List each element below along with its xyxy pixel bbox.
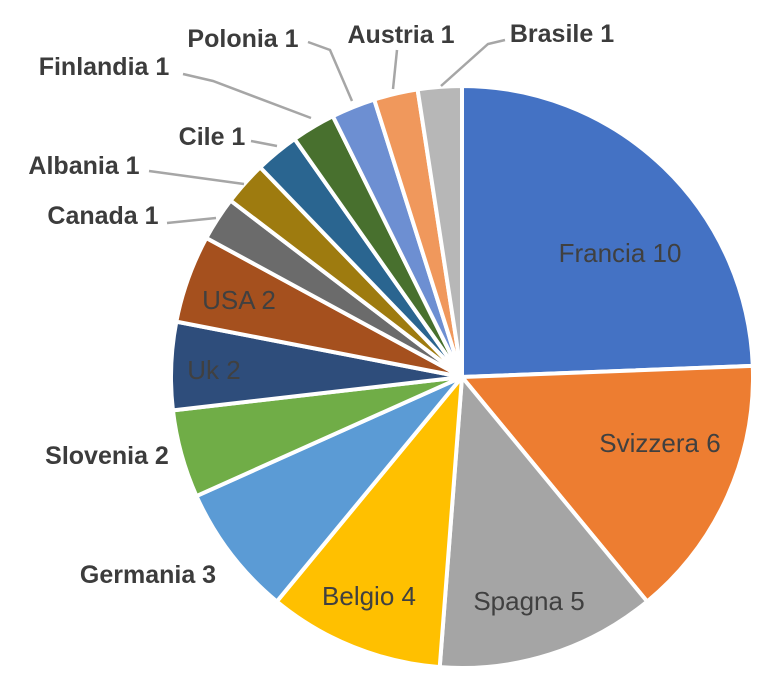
leader-lines-group — [148, 38, 506, 225]
slice-label-spagna: Spagna 5 — [473, 586, 584, 616]
slice-label-germania: Germania 3 — [80, 561, 216, 589]
slice-label-austria: Austria 1 — [348, 21, 455, 49]
slice-label-canada: Canada 1 — [47, 202, 158, 230]
pie-slice-belgio[interactable] — [274, 375, 464, 670]
leader-line-cile — [250, 139, 278, 148]
leader-line-canada — [166, 216, 217, 225]
leader-line-finlandia — [182, 72, 312, 120]
pie-slice-germania[interactable] — [194, 375, 464, 604]
slice-label-francia: Francia 10 — [559, 238, 682, 268]
slice-label-uk: Uk 2 — [187, 355, 240, 385]
leader-line-brasile — [440, 38, 506, 87]
pie-slice-spagna[interactable] — [437, 375, 650, 670]
slice-label-brasile: Brasile 1 — [510, 20, 614, 48]
slice-label-svizzera: Svizzera 6 — [599, 428, 720, 458]
slice-label-slovenia: Slovenia 2 — [45, 442, 169, 470]
slice-label-cile: Cile 1 — [179, 123, 246, 151]
pie-slice-svizzera[interactable] — [460, 363, 755, 604]
leader-line-albania — [148, 169, 245, 186]
slice-labels-group: Francia 10 Svizzera 6 Spagna 5 Belgio 4 Germ… — [28, 20, 720, 616]
slice-label-polonia: Polonia 1 — [187, 25, 298, 53]
pie-slice-brasile[interactable] — [415, 84, 464, 379]
leader-line-polonia — [307, 40, 354, 102]
pie-slices-group — [169, 84, 755, 670]
pie-slice-francia[interactable] — [460, 84, 755, 379]
slice-label-albania: Albania 1 — [28, 152, 139, 180]
slice-label-usa: USA 2 — [202, 285, 276, 315]
slice-label-finlandia: Finlandia 1 — [39, 53, 170, 81]
slice-label-belgio: Belgio 4 — [322, 581, 416, 611]
leader-line-austria — [391, 49, 399, 90]
